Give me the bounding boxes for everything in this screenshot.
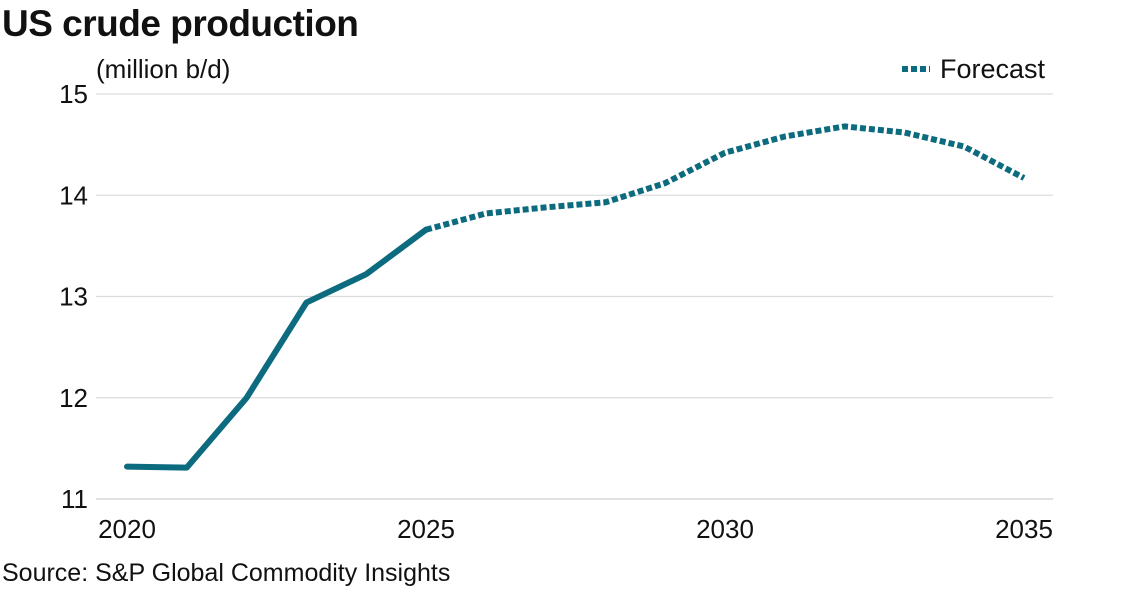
x-tick-label-2020: 2020 — [98, 514, 156, 544]
x-tick-label-2035: 2035 — [995, 514, 1053, 544]
x-tick-label-2030: 2030 — [696, 514, 754, 544]
y-tick-label-12: 12 — [59, 383, 88, 413]
y-tick-label-15: 15 — [59, 79, 88, 109]
y-tick-label-11: 11 — [61, 484, 88, 514]
historical-series-line — [124, 226, 429, 471]
legend-forecast-label: Forecast — [939, 54, 1045, 84]
legend: Forecast — [901, 54, 1045, 84]
chart-title: US crude production — [2, 3, 359, 44]
forecast-series-line — [425, 123, 1026, 233]
y-tick-label-13: 13 — [59, 282, 88, 312]
x-tick-label-2025: 2025 — [397, 514, 455, 544]
y-axis-unit-label: (million b/d) — [96, 54, 231, 84]
y-tick-label-14: 14 — [59, 180, 88, 210]
source-note: Source: S&P Global Commodity Insights — [2, 559, 451, 587]
legend-dotted-line-swatch — [901, 66, 930, 72]
